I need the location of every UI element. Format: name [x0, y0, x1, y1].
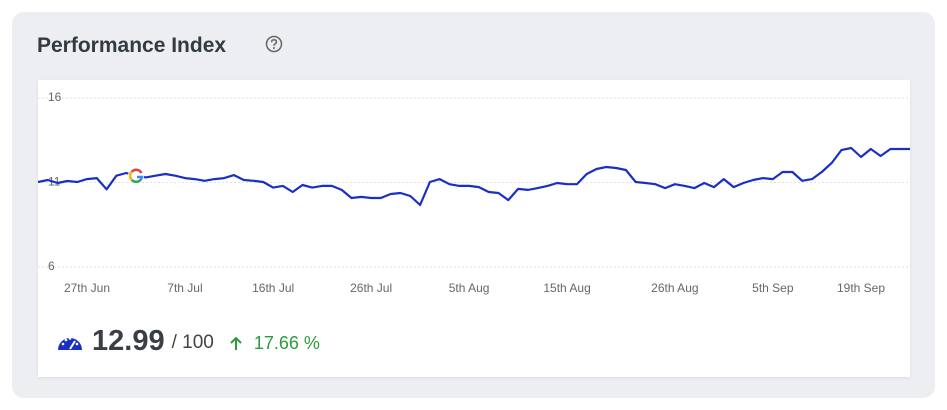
x-tick-label: 15th Aug — [543, 281, 590, 295]
summary: 12.99 / 100 17.66 % — [56, 323, 320, 359]
summary-value: 12.99 — [92, 324, 165, 357]
summary-max: / 100 — [171, 332, 214, 353]
x-tick-label: 19th Sep — [837, 281, 885, 295]
annotation-g-yellow — [128, 170, 133, 182]
x-tick-label: 16th Jul — [252, 281, 294, 295]
y-tick-label: 6 — [48, 259, 55, 273]
annotation-g-red — [130, 168, 143, 174]
x-tick-label: 7th Jul — [167, 281, 202, 295]
title: Performance Index — [37, 34, 227, 57]
up-arrow — [230, 336, 242, 350]
annotation-icon — [128, 168, 144, 184]
x-tick-label: 26th Aug — [651, 281, 698, 295]
x-tick-label: 26th Jul — [350, 281, 392, 295]
x-tick-label: 5th Sep — [752, 281, 794, 295]
line — [37, 146, 910, 207]
x-tick-label: 27th Jun — [64, 281, 110, 295]
help-icon[interactable] — [265, 35, 283, 53]
y-tick-label: 16 — [48, 90, 62, 104]
panel: 6 11 16 27th Jun 7th Jul 16th Jul 26th Jul 5th … — [37, 80, 910, 377]
x-tick-label: 5th Aug — [449, 281, 490, 295]
card: Performance Index 6 11 16 27th Jun 7th Jul 16… — [12, 12, 935, 398]
summary-change: 17.66 % — [253, 332, 320, 353]
gauge-icon — [58, 337, 82, 350]
annotation-g-green — [130, 178, 142, 184]
